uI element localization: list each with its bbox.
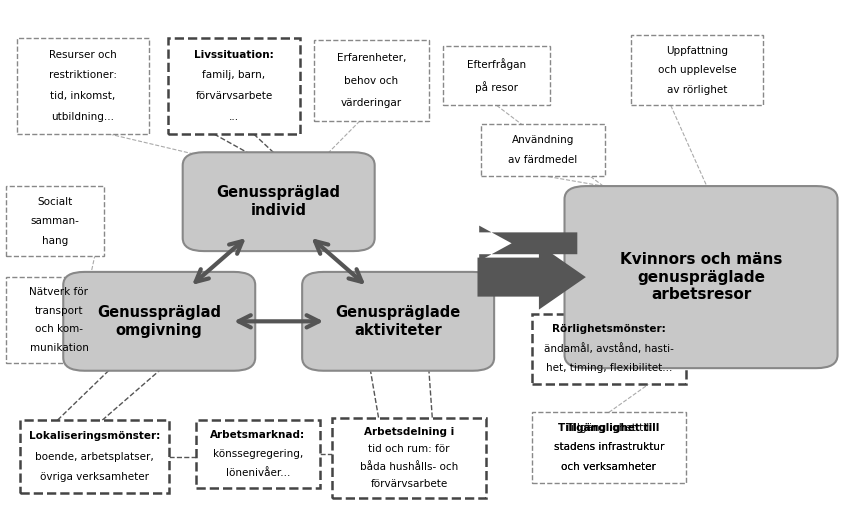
Bar [6, 186, 104, 256]
Bar [332, 417, 486, 498]
Text: på resor: på resor [475, 81, 518, 93]
Text: Resurser och: Resurser och [49, 50, 116, 60]
Text: tid, inkomst,: tid, inkomst, [51, 92, 116, 101]
Text: Tillgänglighet till: Tillgänglighet till [558, 423, 660, 433]
Bar [313, 40, 429, 121]
Bar [21, 420, 169, 493]
Polygon shape [479, 225, 577, 261]
Text: Uppfattning: Uppfattning [666, 46, 728, 56]
Text: Genuspräglade
aktiviteter: Genuspräglade aktiviteter [336, 305, 461, 337]
Text: behov och: behov och [344, 76, 398, 86]
Text: lönenivåer...: lönenivåer... [226, 468, 290, 478]
Text: båda hushålls- och: båda hushålls- och [360, 462, 458, 472]
Bar [532, 412, 686, 483]
Bar [443, 46, 550, 106]
Text: Socialt: Socialt [37, 197, 73, 207]
Text: Efterfrågan: Efterfrågan [467, 58, 526, 70]
Bar [532, 313, 686, 384]
Text: ändamål, avstånd, hasti-: ändamål, avstånd, hasti- [544, 343, 674, 354]
Text: och upplevelse: och upplevelse [658, 65, 736, 75]
FancyBboxPatch shape [564, 186, 837, 368]
Text: ...: ... [229, 112, 239, 122]
Text: munikation: munikation [30, 343, 88, 353]
Text: Användning: Användning [512, 134, 574, 145]
Text: av färdmedel: av färdmedel [508, 155, 578, 165]
Text: boende, arbetsplatser,: boende, arbetsplatser, [35, 451, 154, 462]
Bar [481, 123, 604, 176]
FancyBboxPatch shape [182, 152, 375, 251]
Bar [631, 35, 764, 106]
Text: Arbetsdelning i: Arbetsdelning i [364, 427, 455, 437]
Text: och kom-: och kom- [35, 324, 83, 334]
Text: stadens infrastruktur: stadens infrastruktur [554, 442, 664, 452]
Bar [17, 38, 149, 134]
Text: transport: transport [35, 306, 83, 316]
Text: könssegregering,: könssegregering, [212, 449, 303, 459]
Text: stadens infrastruktur: stadens infrastruktur [554, 442, 664, 452]
Text: Lokaliseringsmönster:: Lokaliseringsmönster: [29, 431, 160, 441]
Text: Nätverk för: Nätverk för [29, 287, 88, 297]
Text: förvärvsarbete: förvärvsarbete [195, 92, 272, 101]
Text: förvärvsarbete: förvärvsarbete [371, 479, 448, 489]
Text: Kvinnors och mäns
genuspräglade
arbetsresor: Kvinnors och mäns genuspräglade arbetsre… [620, 252, 782, 302]
Text: utbildning...: utbildning... [51, 112, 115, 122]
Text: Rörlighetsmönster:: Rörlighetsmönster: [552, 324, 666, 334]
Bar [168, 38, 300, 134]
Text: och verksamheter: och verksamheter [562, 462, 657, 472]
Text: Genusspräglad
omgivning: Genusspräglad omgivning [98, 305, 221, 337]
Text: och verksamheter: och verksamheter [562, 462, 657, 472]
FancyBboxPatch shape [63, 272, 255, 371]
Polygon shape [478, 245, 586, 310]
Text: Genusspräglad
individ: Genusspräglad individ [217, 186, 341, 218]
Text: het, timing, flexibilitet...: het, timing, flexibilitet... [545, 363, 672, 373]
Text: Tillgänglighet till: Tillgänglighet till [565, 423, 652, 433]
Text: av rörlighet: av rörlighet [667, 85, 728, 95]
Text: samman-: samman- [30, 216, 79, 226]
Text: övriga verksamheter: övriga verksamheter [40, 472, 149, 482]
Text: Livssituation:: Livssituation: [194, 50, 274, 60]
Text: Erfarenheter,: Erfarenheter, [336, 53, 406, 63]
Bar [196, 420, 319, 488]
Text: familj, barn,: familj, barn, [202, 71, 265, 81]
Text: hang: hang [42, 236, 68, 246]
Text: värderingar: värderingar [341, 98, 401, 108]
Text: restriktioner:: restriktioner: [49, 71, 117, 81]
Bar [6, 277, 112, 363]
FancyBboxPatch shape [302, 272, 494, 371]
Text: tid och rum: för: tid och rum: för [368, 444, 450, 454]
Text: Arbetsmarknad:: Arbetsmarknad: [211, 430, 306, 440]
